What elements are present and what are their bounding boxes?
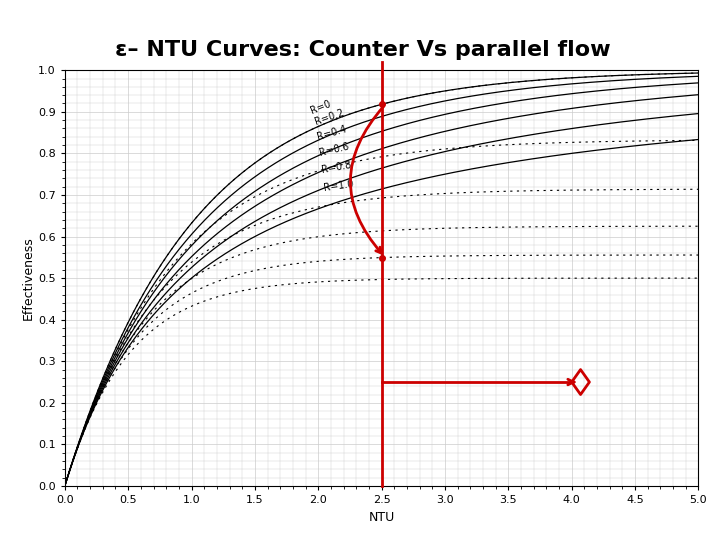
Text: R=0.4: R=0.4 — [315, 124, 348, 141]
Y-axis label: Effectiveness: Effectiveness — [22, 236, 35, 320]
X-axis label: NTU: NTU — [369, 511, 395, 524]
Text: ε– NTU Curves: Counter Vs parallel flow: ε– NTU Curves: Counter Vs parallel flow — [115, 40, 611, 60]
Text: R=0: R=0 — [310, 98, 333, 116]
Text: R=0.2: R=0.2 — [313, 108, 345, 127]
Text: R=0.6: R=0.6 — [318, 141, 350, 158]
Text: R=1.0: R=1.0 — [323, 179, 355, 193]
Text: R=0.8: R=0.8 — [321, 160, 352, 175]
